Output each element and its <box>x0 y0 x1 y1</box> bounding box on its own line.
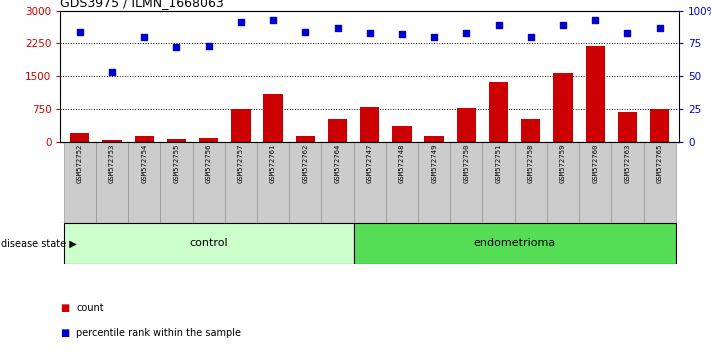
Text: GSM572749: GSM572749 <box>431 144 437 183</box>
Bar <box>167 139 186 142</box>
Bar <box>128 142 160 223</box>
Bar <box>547 142 579 223</box>
Text: GSM572758: GSM572758 <box>528 144 534 183</box>
Bar <box>611 142 643 223</box>
Bar <box>353 142 386 223</box>
Bar <box>199 138 218 142</box>
Bar <box>618 112 637 142</box>
Bar <box>360 107 380 142</box>
Text: GSM572755: GSM572755 <box>173 144 179 183</box>
Text: disease state ▶: disease state ▶ <box>1 238 77 249</box>
Bar <box>424 136 444 142</box>
Text: endometrioma: endometrioma <box>474 238 556 249</box>
Point <box>203 43 214 49</box>
Point <box>621 30 633 36</box>
Bar <box>134 136 154 142</box>
Bar <box>392 126 412 142</box>
Text: control: control <box>189 238 228 249</box>
Bar <box>102 140 122 142</box>
Text: count: count <box>76 303 104 313</box>
Bar <box>418 142 450 223</box>
Text: ■: ■ <box>60 328 70 338</box>
Text: GSM572763: GSM572763 <box>624 144 631 183</box>
Point <box>461 30 472 36</box>
Text: GSM572754: GSM572754 <box>141 144 147 183</box>
Bar <box>515 142 547 223</box>
Point <box>589 17 601 23</box>
Bar <box>160 142 193 223</box>
Bar <box>70 133 90 142</box>
Point <box>171 45 182 50</box>
Bar <box>579 142 611 223</box>
Bar <box>328 119 347 142</box>
Point <box>106 69 117 75</box>
Bar <box>289 142 321 223</box>
Point <box>429 34 440 40</box>
Bar <box>64 223 353 264</box>
Text: GSM572761: GSM572761 <box>270 144 276 183</box>
Text: GSM572753: GSM572753 <box>109 144 115 183</box>
Point <box>299 29 311 34</box>
Text: GSM572750: GSM572750 <box>464 144 469 183</box>
Point <box>364 30 375 36</box>
Text: GSM572765: GSM572765 <box>657 144 663 183</box>
Text: GSM572759: GSM572759 <box>560 144 566 183</box>
Bar <box>650 109 669 142</box>
Bar <box>456 108 476 142</box>
Bar <box>263 93 283 142</box>
Text: GSM572764: GSM572764 <box>334 144 341 183</box>
Text: percentile rank within the sample: percentile rank within the sample <box>76 328 241 338</box>
Bar <box>386 142 418 223</box>
Point <box>267 17 279 23</box>
Bar <box>643 142 675 223</box>
Point <box>525 34 537 40</box>
Text: GSM572748: GSM572748 <box>399 144 405 183</box>
Point <box>235 19 247 25</box>
Point <box>74 29 85 34</box>
Text: GDS3975 / ILMN_1668063: GDS3975 / ILMN_1668063 <box>60 0 224 10</box>
Bar <box>64 142 96 223</box>
Text: GSM572757: GSM572757 <box>238 144 244 183</box>
Text: GSM572752: GSM572752 <box>77 144 82 183</box>
Bar <box>321 142 353 223</box>
Text: GSM572760: GSM572760 <box>592 144 598 183</box>
Text: ■: ■ <box>60 303 70 313</box>
Bar <box>225 142 257 223</box>
Bar <box>296 136 315 142</box>
Bar <box>96 142 128 223</box>
Bar <box>231 109 250 142</box>
Bar <box>553 73 572 142</box>
Point <box>557 22 569 28</box>
Text: GSM572756: GSM572756 <box>205 144 212 183</box>
Bar <box>193 142 225 223</box>
Text: GSM572747: GSM572747 <box>367 144 373 183</box>
Point <box>139 34 150 40</box>
Bar <box>489 82 508 142</box>
Point <box>654 25 665 30</box>
Text: GSM572751: GSM572751 <box>496 144 501 183</box>
Bar <box>353 223 675 264</box>
Bar <box>450 142 483 223</box>
Text: GSM572762: GSM572762 <box>302 144 309 183</box>
Point <box>396 32 407 37</box>
Bar <box>257 142 289 223</box>
Bar <box>483 142 515 223</box>
Point <box>332 25 343 30</box>
Bar <box>521 119 540 142</box>
Point <box>493 22 504 28</box>
Bar <box>586 46 605 142</box>
